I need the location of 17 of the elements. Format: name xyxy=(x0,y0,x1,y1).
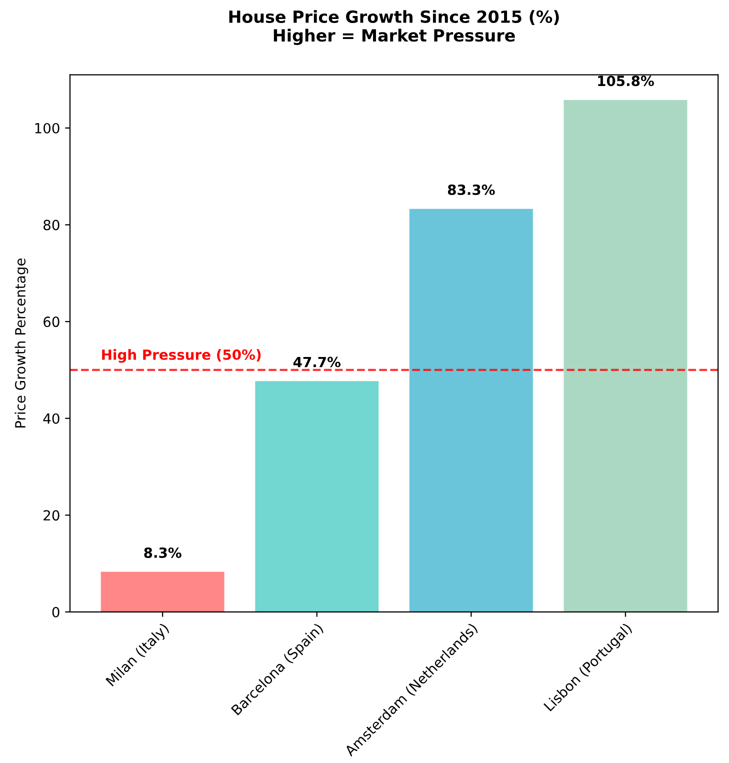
bar xyxy=(255,381,379,612)
y-tick-label: 80 xyxy=(44,220,60,230)
data-label: 83.3% xyxy=(448,184,495,196)
y-tick-label: 40 xyxy=(43,413,60,424)
y-tick-label: 20 xyxy=(44,510,60,521)
y-axis-title: Price Growth Percentage xyxy=(14,258,28,428)
y-tick-label: 60 xyxy=(44,316,60,328)
y-tick-label: 100 xyxy=(35,122,60,134)
ref-line-label: High Pressure (50%) xyxy=(102,349,261,363)
y-tick-label: 0 xyxy=(52,606,60,618)
data-label: 105.8% xyxy=(598,76,654,86)
bar xyxy=(409,208,533,612)
bar xyxy=(100,572,224,612)
bar xyxy=(564,100,688,612)
chart-title: House Price Growth Since 2015 (%) Higher = Market Pressure xyxy=(229,10,559,46)
data-label: 47.7% xyxy=(293,356,341,368)
data-label: 8.3% xyxy=(144,547,182,558)
